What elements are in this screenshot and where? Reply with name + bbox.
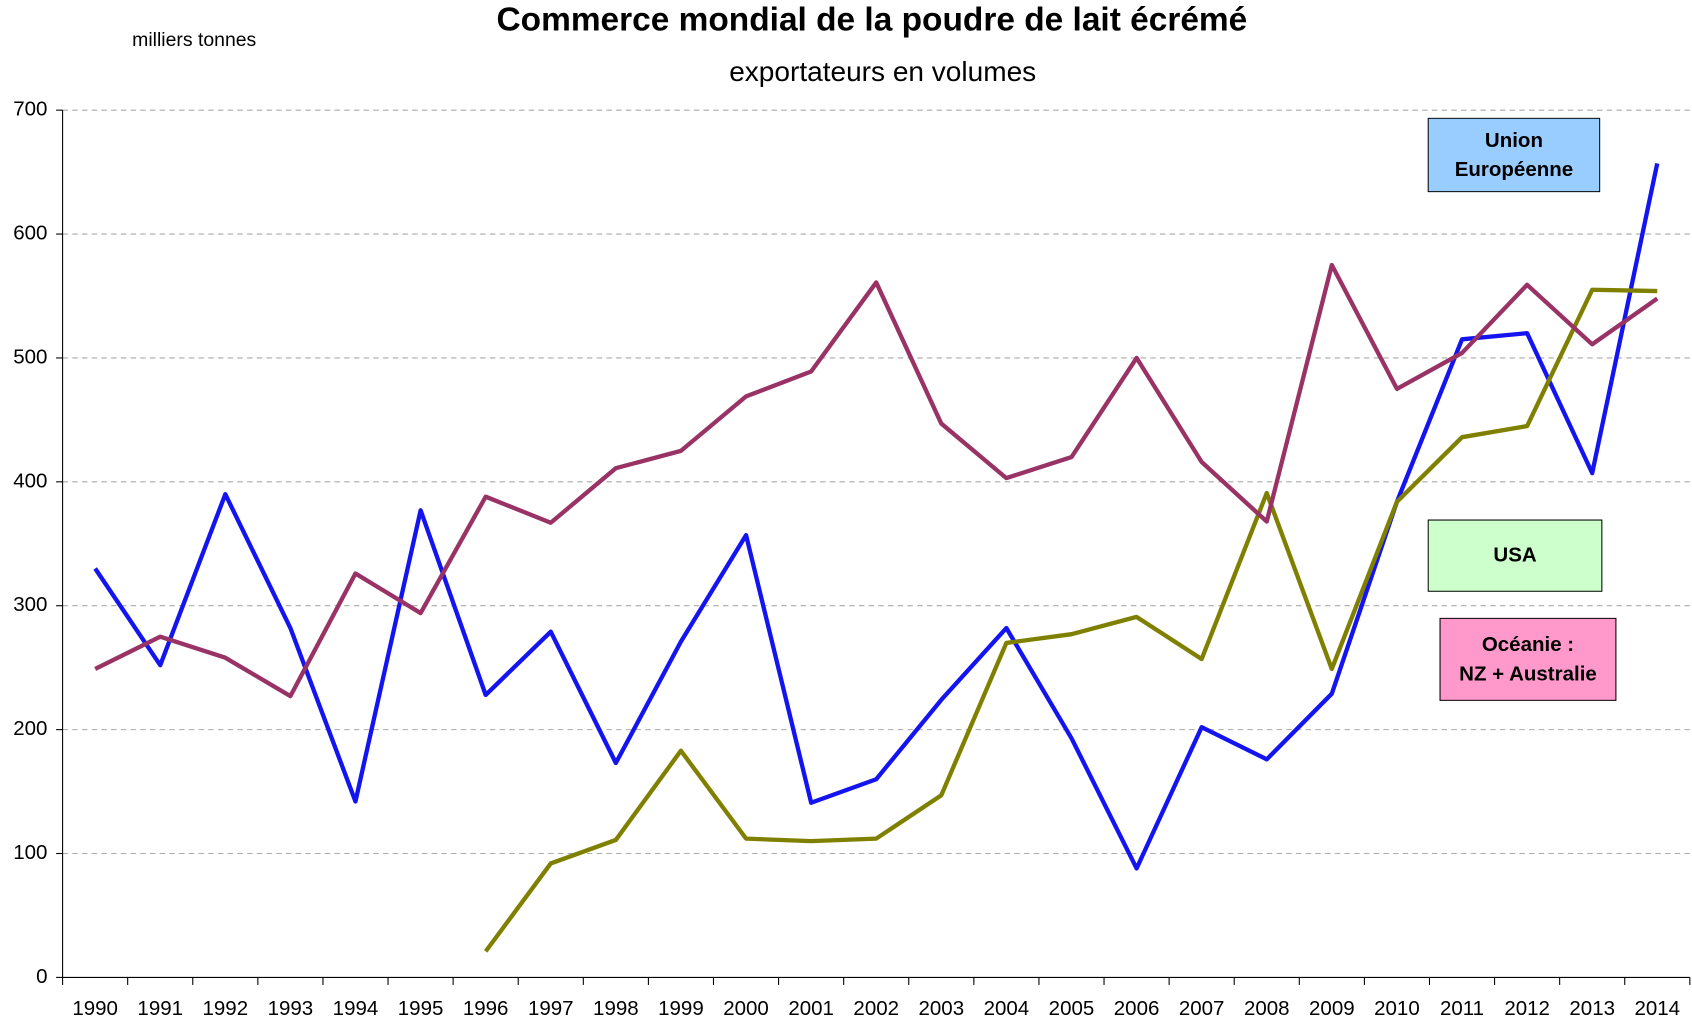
x-tick-label: 2003 [919,997,965,1020]
page: {"chart_data": { "type": "line", "title"… [0,0,1692,1026]
y-tick-label: 300 [13,593,47,616]
x-tick-label: 1996 [463,997,509,1020]
chart-title: Commerce mondial de la poudre de lait éc… [497,1,1248,38]
x-tick-label: 1994 [333,997,379,1020]
x-tick-label: 2002 [853,997,899,1020]
chart: Commerce mondial de la poudre de lait éc… [0,0,1692,1026]
x-tick-label: 2000 [723,997,769,1020]
x-tick-label: 2010 [1374,997,1420,1020]
x-tick-label: 2008 [1244,997,1290,1020]
x-tick-label: 2013 [1569,997,1615,1020]
x-tick-label: 1999 [658,997,704,1020]
legend-label: Union Européenne [1428,118,1601,193]
y-tick-label: 200 [13,717,47,740]
legend-label: Océanie : NZ + Australie [1439,618,1616,701]
y-axis-label: milliers tonnes [132,29,256,51]
chart-subtitle: exportateurs en volumes [729,56,1036,87]
series-line [95,163,1657,868]
x-tick-label: 1998 [593,997,639,1020]
x-tick-label: 2001 [788,997,834,1020]
y-tick-label: 700 [13,98,47,121]
x-tick-label: 1993 [268,997,314,1020]
legend-label: USA [1428,519,1603,591]
legend-item: Union Européenne [1428,118,1601,193]
x-tick-label: 1997 [528,997,574,1020]
legend-item: USA [1428,519,1603,591]
x-tick-label: 1991 [137,997,183,1020]
x-tick-label: 2005 [1049,997,1095,1020]
x-tick-label: 2009 [1309,997,1355,1020]
x-tick-label: 2004 [984,997,1030,1020]
series-line [95,265,1657,696]
x-tick-label: 2006 [1114,997,1160,1020]
y-tick-label: 500 [13,345,47,368]
x-tick-label: 2007 [1179,997,1225,1020]
x-tick-label: 1990 [72,997,118,1020]
legend-item: Océanie : NZ + Australie [1439,618,1616,701]
x-tick-label: 2014 [1635,997,1681,1020]
y-tick-label: 400 [13,469,47,492]
y-tick-label: 0 [36,965,47,988]
x-tick-label: 2011 [1440,997,1484,1020]
x-tick-label: 1995 [398,997,444,1020]
y-tick-label: 600 [13,221,47,244]
x-tick-label: 2012 [1504,997,1550,1020]
y-tick-label: 100 [13,841,47,864]
x-tick-label: 1992 [203,997,249,1020]
